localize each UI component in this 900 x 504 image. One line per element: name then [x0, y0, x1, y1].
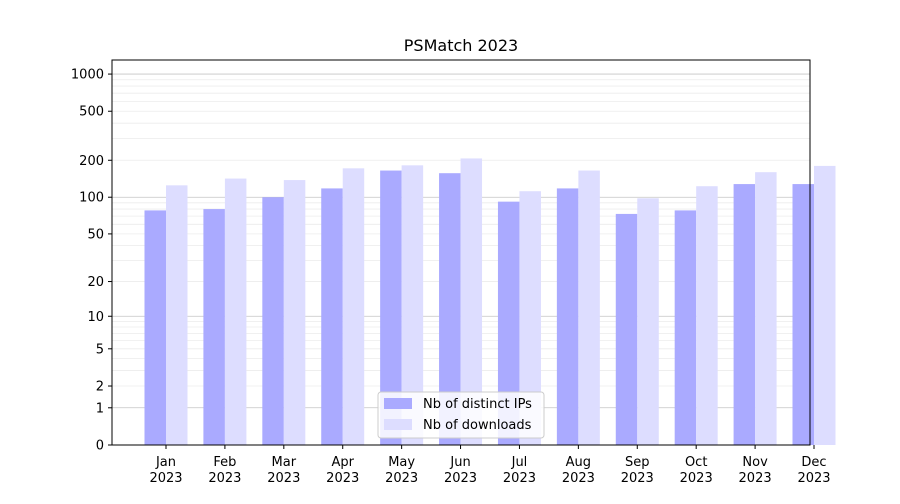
bar-downloads-nov: [755, 172, 777, 446]
bar-downloads-mar: [283, 180, 306, 445]
bar-downloads-may: [401, 165, 424, 445]
bar-distinct-ips-apr: [321, 188, 343, 445]
y-tick-label: 1000: [71, 68, 104, 83]
bar-distinct-ips-aug: [556, 188, 579, 445]
bar-distinct-ips-mar: [262, 197, 284, 445]
x-tick-label-year: 2023: [149, 471, 182, 486]
x-tick-label-month: Jan: [155, 455, 176, 470]
legend-label: Nb of distinct IPs: [423, 397, 532, 412]
y-tick-label: 50: [87, 227, 104, 242]
y-tick-label: 5: [96, 342, 104, 357]
x-tick-label-year: 2023: [385, 471, 418, 486]
y-tick-label: 100: [79, 191, 104, 206]
x-tick-label-month: Mar: [272, 455, 297, 470]
y-tick-label: 500: [79, 105, 104, 120]
bar-downloads-apr: [342, 168, 365, 445]
y-tick-label: 200: [79, 154, 104, 169]
x-tick-label-month: Aug: [566, 455, 591, 470]
x-tick-label-month: Oct: [685, 455, 707, 470]
x-tick-label-month: Dec: [801, 455, 826, 470]
x-tick-label-year: 2023: [562, 471, 595, 486]
bar-downloads-jul: [519, 191, 541, 445]
x-tick-label-year: 2023: [267, 471, 300, 486]
x-tick-label-month: Nov: [742, 455, 768, 470]
y-tick-label: 0: [96, 439, 104, 454]
bar-downloads-dec: [814, 165, 836, 446]
bar-downloads-aug: [578, 170, 600, 445]
bar-distinct-ips-jul: [497, 201, 520, 445]
bar-distinct-ips-may: [380, 170, 402, 445]
y-tick-label: 1: [96, 401, 104, 416]
x-tick-label-year: 2023: [739, 471, 772, 486]
y-tick-label: 10: [87, 310, 104, 325]
x-tick-label-month: Sep: [625, 455, 650, 470]
bar-downloads-jan: [166, 185, 188, 446]
y-tick-label: 2: [96, 380, 104, 395]
x-tick-label-year: 2023: [797, 471, 830, 486]
y-tick-label: 20: [87, 275, 104, 290]
chart-title: PSMatch 2023: [404, 36, 518, 55]
x-tick-label-month: Jul: [511, 455, 528, 470]
bar-downloads-feb: [224, 178, 247, 445]
bar-downloads-oct: [696, 186, 718, 445]
x-tick-label-year: 2023: [621, 471, 654, 486]
legend-box: [377, 391, 545, 439]
bar-distinct-ips-feb: [203, 209, 225, 445]
legend-swatch: [384, 419, 412, 430]
bar-distinct-ips-nov: [733, 184, 756, 445]
x-tick-label-year: 2023: [503, 471, 536, 486]
bar-distinct-ips-dec: [792, 184, 814, 445]
bar-distinct-ips-jun: [439, 173, 461, 445]
x-tick-label-month: Apr: [331, 455, 354, 470]
bar-distinct-ips-sep: [615, 213, 638, 445]
bar-downloads-sep: [637, 198, 659, 445]
legend-swatch: [384, 398, 412, 409]
bar-downloads-jun: [460, 158, 483, 445]
x-tick-label-month: Jun: [449, 455, 470, 470]
bar-distinct-ips-jan: [144, 210, 166, 445]
x-tick-label-month: Feb: [213, 455, 236, 470]
x-tick-label-year: 2023: [444, 471, 477, 486]
x-tick-label-year: 2023: [326, 471, 359, 486]
legend-label: Nb of downloads: [423, 418, 532, 433]
x-tick-label-month: May: [388, 455, 415, 470]
bar-distinct-ips-oct: [674, 210, 697, 445]
x-tick-label-year: 2023: [208, 471, 241, 486]
x-tick-label-year: 2023: [680, 471, 713, 486]
